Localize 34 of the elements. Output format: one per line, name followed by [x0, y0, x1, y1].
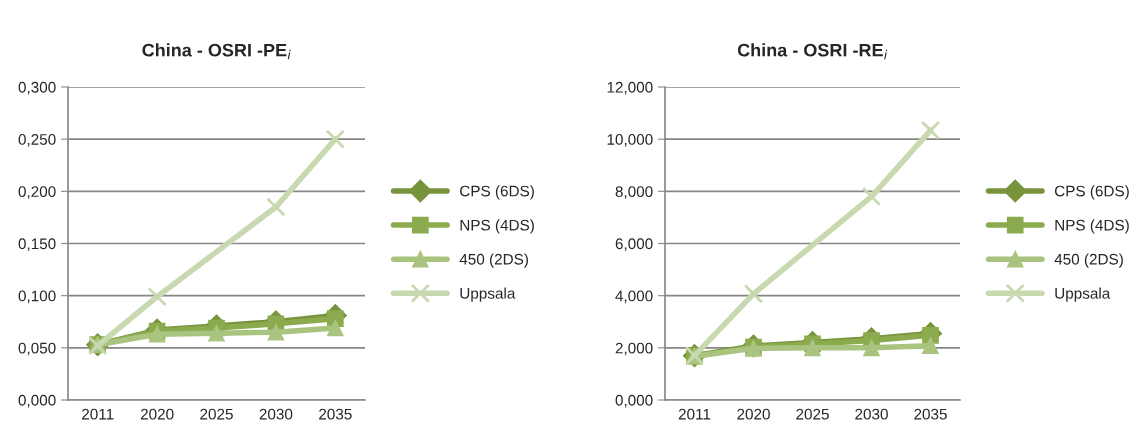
legend-label: NPS (4DS)	[1055, 219, 1129, 234]
x-tick-label: 2035	[319, 408, 352, 420]
legend-label: 450 (2DS)	[1054, 253, 1123, 268]
legend-label: CPS (6DS)	[460, 185, 534, 200]
x-tick-label: 2035	[914, 408, 947, 420]
legend-label: NPS (4DS)	[460, 219, 534, 234]
legend-label: 450 (2DS)	[459, 253, 528, 268]
legend-label: Uppsala	[1055, 287, 1111, 302]
x-tick-label: 2020	[737, 408, 770, 420]
y-tick-label: 0,000	[615, 394, 653, 408]
x-tick-label: 2030	[855, 408, 888, 420]
x-tick-label: 2025	[796, 408, 829, 420]
y-tick-label: 0,150	[18, 238, 56, 251]
x-tick-label: 2020	[140, 408, 174, 420]
y-tick-label: 6,000	[615, 238, 653, 251]
legend-label: CPS (6DS)	[1054, 185, 1129, 200]
x-tick-label: 2030	[259, 408, 293, 420]
y-tick-label: 0,000	[18, 394, 56, 408]
x-tick-label: 2025	[200, 408, 233, 420]
y-tick-label: 0,100	[18, 290, 56, 304]
x-tick-label: 2011	[678, 408, 711, 420]
y-tick-label: 2,000	[615, 342, 653, 356]
y-tick-label: 0,300	[18, 81, 56, 95]
y-tick-label: 4,000	[615, 290, 653, 304]
y-tick-label: 0,200	[18, 186, 56, 199]
x-tick-label: 2011	[82, 408, 114, 420]
chart-title: China - OSRI -PE$_{i}$	[142, 43, 291, 60]
legend-label: Uppsala	[460, 287, 516, 302]
y-tick-label: 0,250	[18, 134, 56, 147]
y-tick-label: 8,000	[615, 186, 653, 199]
y-tick-label: 0,050	[18, 342, 56, 356]
chart-title: China - OSRI -RE$_{i}$	[737, 43, 888, 60]
y-tick-label: 12,000	[607, 81, 653, 95]
y-tick-label: 10,000	[607, 134, 653, 147]
